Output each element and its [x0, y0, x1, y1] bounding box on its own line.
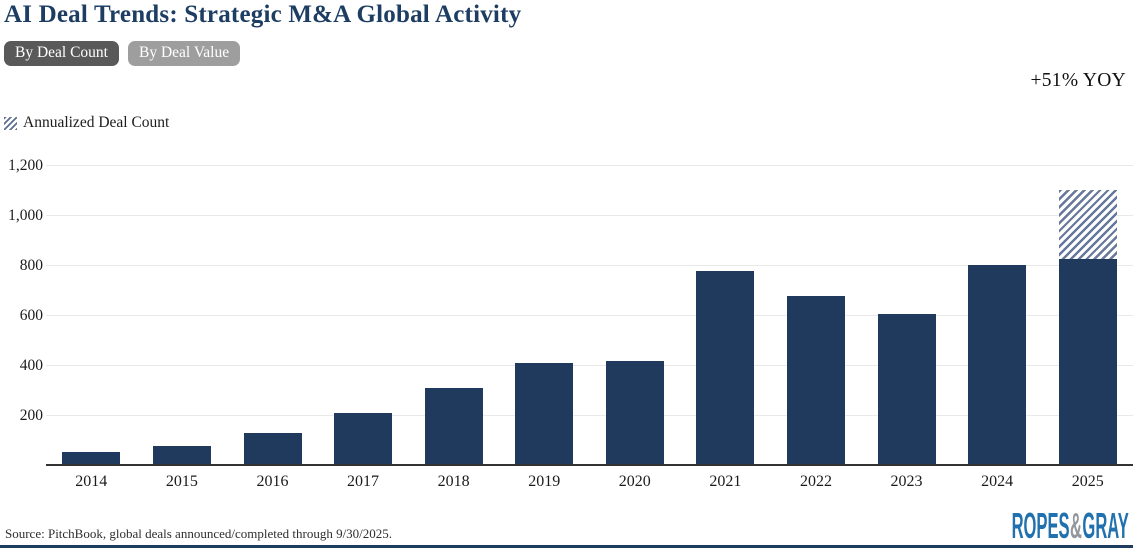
- gridline-800: [46, 265, 1133, 266]
- x-tick-label-2015: 2015: [165, 473, 198, 490]
- bar-2024: [968, 264, 1027, 465]
- legend-annualized-label: Annualized Deal Count: [23, 114, 170, 131]
- bar-2022: [787, 296, 845, 465]
- toggle-by-deal-value[interactable]: By Deal Value: [128, 41, 241, 66]
- gridline-200: [46, 415, 1133, 416]
- bar-2019: [515, 363, 574, 465]
- x-tick-label-2018: 2018: [437, 473, 470, 490]
- x-tick-label-2022: 2022: [800, 473, 832, 490]
- chart-title: AI Deal Trends: Strategic M&A Global Act…: [4, 1, 522, 28]
- yoy-growth-label: +51% YOY: [1030, 70, 1126, 91]
- x-tick-label-2019: 2019: [528, 473, 561, 490]
- bar-2021: [696, 270, 755, 465]
- logo-ampersand: &: [1070, 505, 1083, 546]
- logo-gray: GRAY: [1082, 505, 1129, 546]
- legend-annualized: Annualized Deal Count: [4, 114, 169, 132]
- y-tick-label-1000: 1,000: [8, 206, 43, 224]
- gridline-400: [46, 365, 1133, 366]
- annualized-bar-segment-2025: [1058, 190, 1117, 260]
- y-tick-label-200: 200: [19, 406, 43, 424]
- bar-2015: [152, 445, 211, 465]
- ropes-gray-logo: ROPES&GRAY: [1012, 508, 1129, 544]
- source-note: Source: PitchBook, global deals announce…: [5, 526, 393, 541]
- bar-2014: [62, 451, 121, 465]
- x-tick-label-2017: 2017: [347, 473, 379, 490]
- bottom-rule: [0, 545, 1133, 548]
- gridline-1200: [46, 165, 1133, 166]
- x-axis-line: [46, 464, 1133, 466]
- x-tick-label-2023: 2023: [890, 473, 923, 490]
- bar-2018: [424, 388, 483, 465]
- bar-2016: [243, 433, 302, 465]
- x-tick-label-2020: 2020: [618, 473, 651, 490]
- gridline-1000: [46, 215, 1133, 216]
- view-toggle-group: By Deal Count By Deal Value: [4, 41, 241, 66]
- y-tick-label-600: 600: [19, 306, 43, 324]
- y-tick-label-1200: 1,200: [8, 156, 43, 174]
- toggle-by-deal-count[interactable]: By Deal Count: [4, 41, 119, 66]
- logo-ropes: ROPES: [1011, 505, 1070, 546]
- x-tick-label-2016: 2016: [256, 473, 289, 490]
- bar-2017: [334, 413, 392, 466]
- x-tick-label-2024: 2024: [981, 473, 1014, 490]
- hatch-swatch-icon: [4, 116, 17, 130]
- y-tick-label-800: 800: [19, 256, 43, 274]
- bar-2025: [1058, 259, 1117, 466]
- x-tick-label-2021: 2021: [709, 473, 742, 490]
- gridline-600: [46, 315, 1133, 316]
- bar-2023: [877, 313, 936, 466]
- y-tick-label-400: 400: [19, 356, 43, 374]
- x-tick-label-2014: 2014: [75, 473, 108, 490]
- bar-2020: [605, 361, 664, 465]
- x-tick-label-2025: 2025: [1071, 473, 1104, 490]
